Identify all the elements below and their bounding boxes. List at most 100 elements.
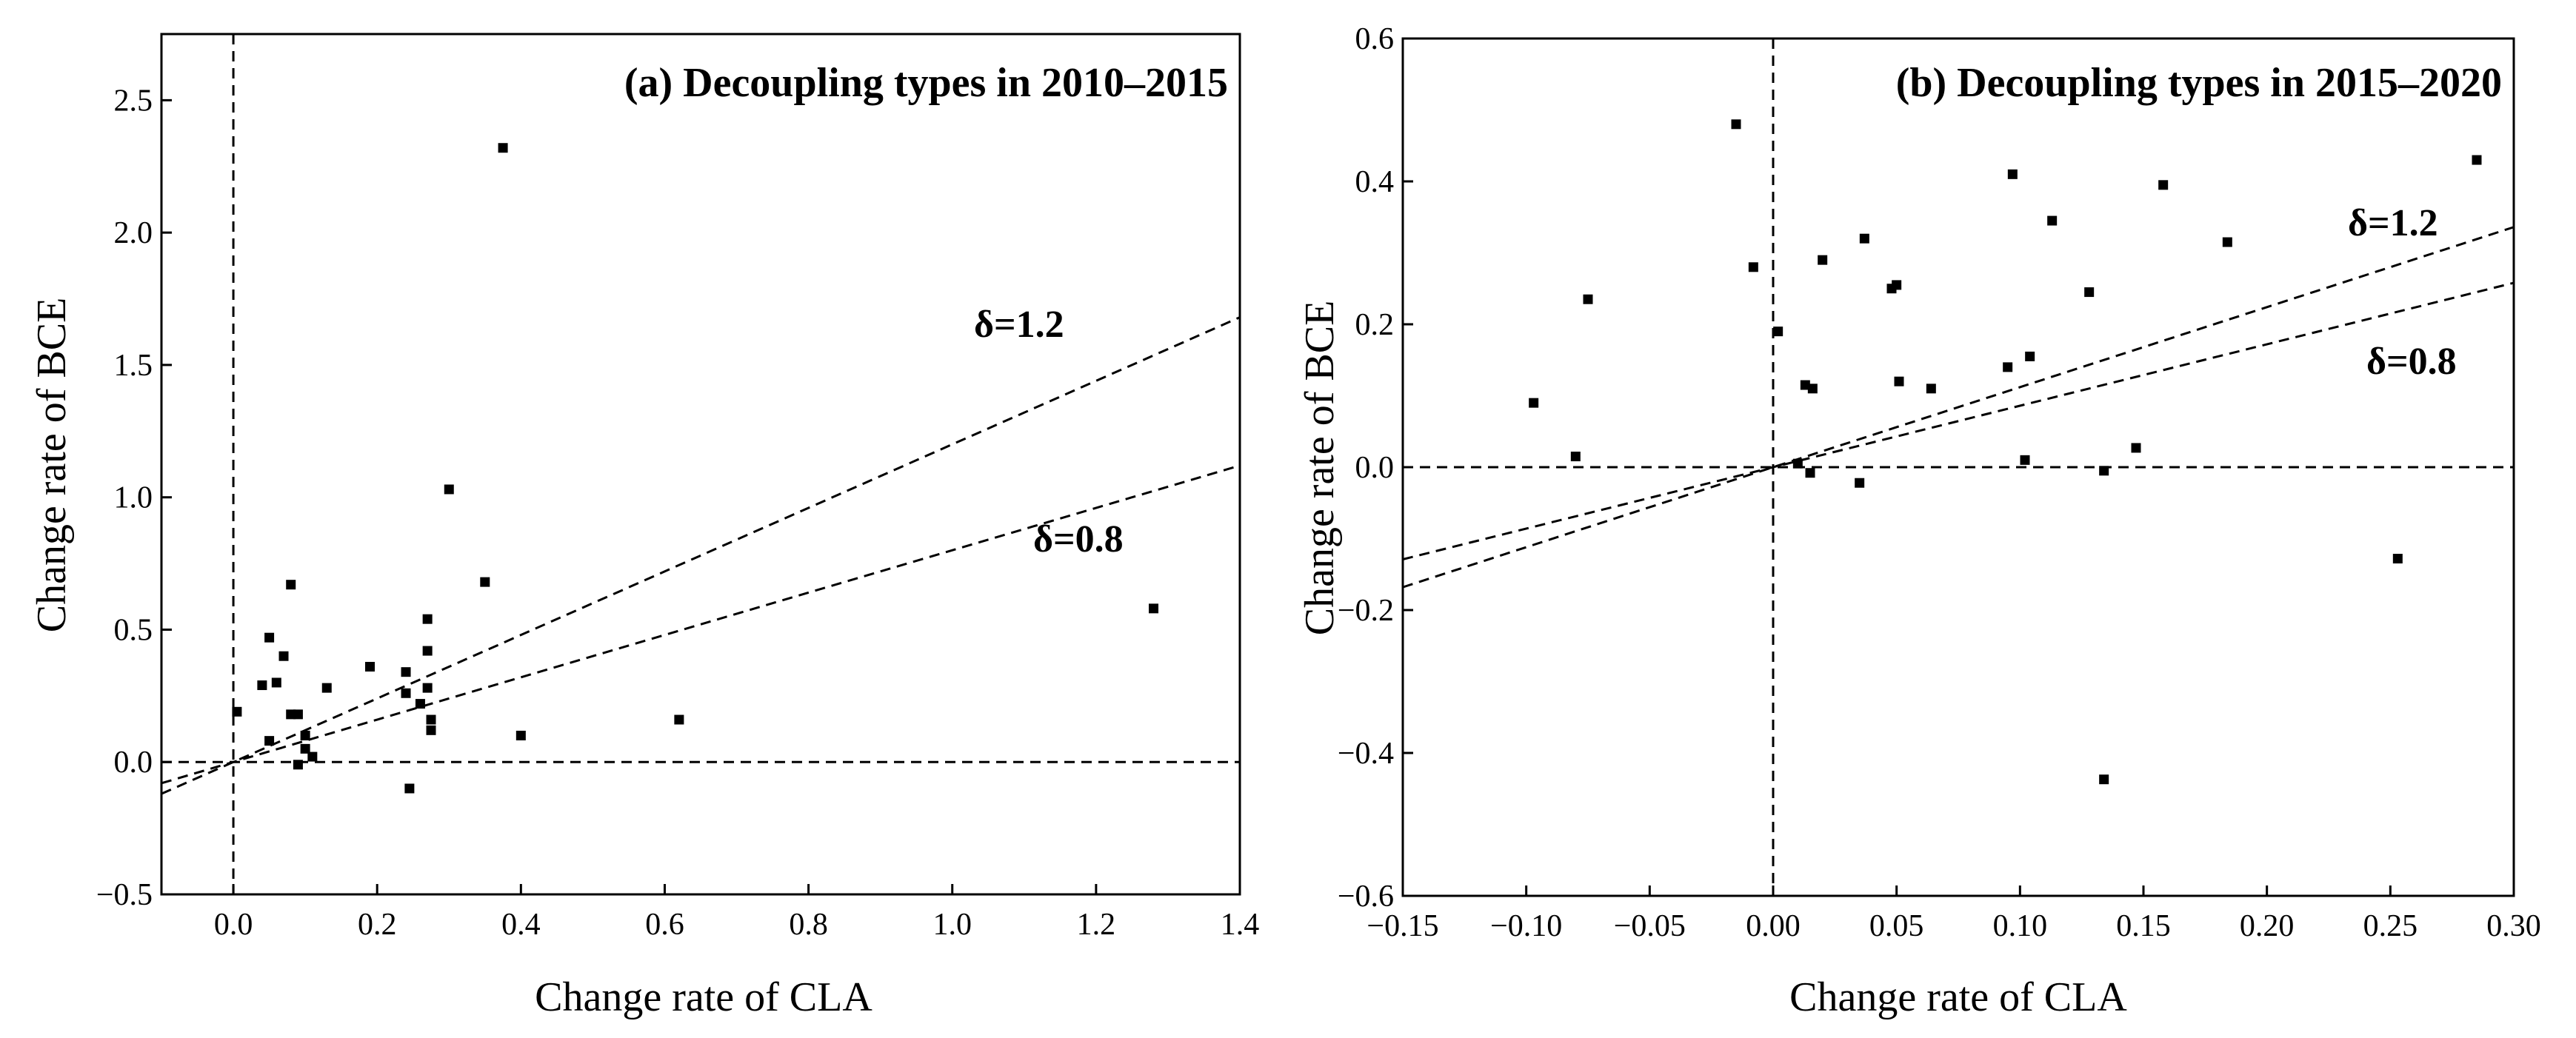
panel-b-x-tick-label: 0.20 xyxy=(2240,909,2295,943)
panel-a-data-point xyxy=(307,751,318,762)
panel-b-data-point xyxy=(2025,351,2035,361)
panel-b-data-point xyxy=(1894,376,1904,386)
panel-b-x-tick-label: 0.10 xyxy=(1993,909,2048,943)
panel-a-x-tick-label: 1.0 xyxy=(932,908,972,942)
panel-a: 0.0 0.2 0.4 0.6 0.8 1.0 1.2 1.4 −0.5 0.0 0.5 1.0 1.5… xyxy=(29,33,1259,1020)
panel-b: −0.15 −0.10 −0.05 0.00 0.05 0.10 0.15 0.20 0.25 0… xyxy=(1297,22,2541,1020)
panel-a-data-point xyxy=(401,667,411,677)
panel-b-x-tick-label: 0.30 xyxy=(2486,909,2541,943)
panel-b-data-point xyxy=(1807,384,1818,394)
panel-b-y-axis-label: Change rate of BCE xyxy=(1297,301,1343,636)
panel-b-y-tick-label: 0.6 xyxy=(1355,22,1395,56)
panel-b-x-tick-label: 0.15 xyxy=(2116,909,2171,943)
panel-a-reference-line xyxy=(161,464,1241,785)
panel-a-y-tick-label: 1.5 xyxy=(114,349,153,383)
panel-b-data-point xyxy=(1859,233,1869,244)
panel-b-delta-0.8-label: δ=0.8 xyxy=(2366,341,2457,383)
panel-a-data-point xyxy=(498,143,508,153)
panel-b-data-point xyxy=(1818,255,1828,265)
panel-b-data-point xyxy=(1529,398,1539,408)
panel-b-reference-line xyxy=(1402,281,2515,560)
panel-b-x-axis-label: Change rate of CLA xyxy=(1789,974,2127,1020)
panel-b-delta-1.2-label: δ=1.2 xyxy=(2348,202,2438,244)
panel-a-y-tick-label: 1.0 xyxy=(114,481,153,515)
panel-b-y-tick-label: −0.2 xyxy=(1338,594,1394,628)
panel-a-data-point xyxy=(232,706,242,717)
panel-a-data-point xyxy=(480,577,490,587)
panel-a-data-point xyxy=(364,662,375,672)
panel-a-plot-frame xyxy=(160,33,1241,896)
panel-b-data-point xyxy=(2003,362,2013,372)
panel-a-reference-line xyxy=(161,316,1241,795)
panel-a-data-point xyxy=(293,760,303,770)
panel-b-x-tick-label: 0.00 xyxy=(1746,909,1801,943)
panel-a-data-point xyxy=(300,730,310,740)
panel-a-data-point xyxy=(401,688,411,698)
panel-b-data-point xyxy=(2222,237,2232,247)
panel-a-x-tick-label: 1.2 xyxy=(1077,908,1116,942)
panel-b-y-tick-label: −0.6 xyxy=(1338,880,1394,914)
panel-b-data-point xyxy=(2047,215,2058,226)
panel-b-data-point xyxy=(1892,280,1902,290)
panel-b-points xyxy=(1529,119,2482,785)
panel-a-y-tick-label: 0.0 xyxy=(114,746,153,780)
panel-b-x-tick-label: 0.05 xyxy=(1869,909,1924,943)
panel-b-data-point xyxy=(2099,774,2109,785)
panel-a-x-tick-label: 0.6 xyxy=(645,908,684,942)
panel-a-delta-0.8-label: δ=0.8 xyxy=(1033,518,1124,560)
panel-b-data-point xyxy=(1805,468,1815,478)
panel-b-y-tick-label: −0.4 xyxy=(1338,737,1394,771)
panel-b-title: (b) Decoupling types in 2015–2020 xyxy=(1896,60,2502,106)
panel-b-data-point xyxy=(1570,452,1581,462)
panel-b-data-point xyxy=(2131,443,2141,453)
panel-b-data-point xyxy=(2020,455,2030,465)
panel-b-reference-lines xyxy=(1402,38,2515,896)
panel-a-data-point xyxy=(404,783,415,794)
panel-a-data-point xyxy=(422,614,433,624)
panel-b-data-point xyxy=(1773,327,1783,337)
panel-a-data-point xyxy=(415,699,425,709)
panel-b-reference-line xyxy=(1402,226,2515,589)
panel-b-x-tick-label: −0.15 xyxy=(1367,909,1438,943)
panel-a-data-point xyxy=(426,714,436,725)
panel-a-data-point xyxy=(426,725,436,735)
panel-a-x-tick-label: 0.0 xyxy=(214,908,253,942)
panel-b-data-point xyxy=(1855,478,1865,488)
panel-b-data-point xyxy=(2099,466,2109,476)
panel-b-data-point xyxy=(1926,384,1936,394)
panel-b-y-tick-label: 0.2 xyxy=(1355,308,1395,342)
panel-a-data-point xyxy=(444,484,454,495)
panel-b-x-tick-label: 0.25 xyxy=(2363,909,2418,943)
panel-a-x-tick-label: 0.4 xyxy=(501,908,541,942)
panel-b-y-tick-label: 0.4 xyxy=(1355,165,1395,199)
panel-a-data-point xyxy=(257,680,267,691)
panel-a-y-tick-label: 2.5 xyxy=(114,84,153,118)
panel-a-data-point xyxy=(321,683,332,693)
panel-b-data-point xyxy=(1583,294,1593,304)
panel-a-y-tick-label: 2.0 xyxy=(114,216,153,250)
panel-a-reference-lines xyxy=(161,34,1241,894)
panel-b-data-point xyxy=(1748,262,1758,272)
panel-b-data-point xyxy=(2158,180,2169,190)
panel-a-delta-1.2-label: δ=1.2 xyxy=(974,304,1064,346)
panel-a-ticks: 0.0 0.2 0.4 0.6 0.8 1.0 1.2 1.4 −0.5 0.0 0.5 1.0 1.5… xyxy=(96,84,1259,942)
panel-a-data-point xyxy=(293,709,303,720)
panel-b-data-point xyxy=(2472,155,2482,165)
panel-b-x-tick-label: −0.10 xyxy=(1490,909,1562,943)
panel-b-data-point xyxy=(1731,119,1741,130)
panel-b-ticks: −0.15 −0.10 −0.05 0.00 0.05 0.10 0.15 0.20 0.25 0… xyxy=(1338,22,2541,943)
panel-b-data-point xyxy=(2007,169,2018,179)
panel-a-data-point xyxy=(422,683,433,693)
panel-a-x-tick-label: 1.4 xyxy=(1221,908,1260,942)
panel-a-data-point xyxy=(264,736,275,746)
panel-a-y-tick-label: −0.5 xyxy=(96,878,153,912)
panel-a-data-point xyxy=(286,580,296,590)
panel-b-data-point xyxy=(2084,287,2095,298)
panel-a-points xyxy=(232,143,1159,794)
panel-a-y-axis-label: Change rate of BCE xyxy=(29,298,75,633)
panel-b-x-tick-label: −0.05 xyxy=(1614,909,1686,943)
panel-a-y-tick-label: 0.5 xyxy=(114,613,153,647)
panel-a-x-tick-label: 0.2 xyxy=(358,908,397,942)
panel-a-data-point xyxy=(1149,603,1159,614)
